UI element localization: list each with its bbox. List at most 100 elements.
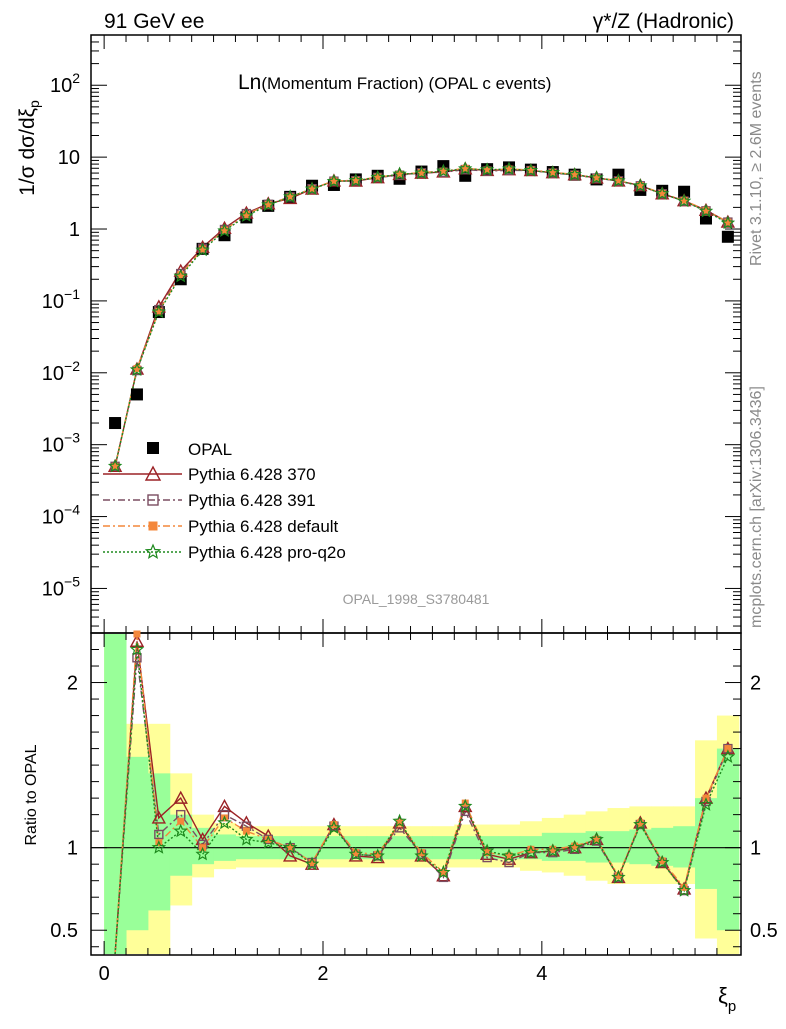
series-point-main [458,161,473,176]
legend-label: Pythia 6.428 370 [188,465,316,484]
series-point-ratio [217,798,232,813]
ratio-band-inner [651,827,674,866]
x-tick-label: 0 [99,963,110,985]
series-point-main [655,186,670,200]
series-point-main [173,268,188,283]
series-point-ratio [567,840,582,854]
y-tick-label: 1 [69,219,80,241]
series-point-ratio [217,815,232,830]
series-point-main [724,218,732,226]
y-axis-title-sub: p [26,100,42,108]
ratio-band-inner [695,798,718,889]
ratio-tick-label-left: 1 [67,838,78,860]
y-tick-label: 102 [50,70,80,97]
y-tick-label: 10−3 [42,430,80,457]
series-point-ratio [501,848,517,863]
series-point-main [611,173,626,187]
series-point-main [151,304,167,319]
plot-title-rest: (Momentum Fraction) (OPAL c events) [261,74,551,93]
series-point-main [501,161,517,176]
series-point-main [589,170,604,184]
legend-marker [144,543,162,559]
ratio-panel-frame [90,632,742,956]
legend-label: Pythia 6.428 391 [188,491,316,510]
series-point-ratio [304,856,320,871]
series-point-ratio [370,848,385,863]
series-point-ratio [523,845,539,859]
series-point-ratio [133,630,141,638]
series-point-main [217,223,232,237]
series-point-main [720,215,736,230]
series-point-ratio [655,854,670,869]
series-point-main [414,165,429,180]
header-right-label: γ*/Z (Hadronic) [593,10,734,33]
series-point-ratio [261,835,276,849]
ratio-tick-label-right: 0.5 [750,920,778,942]
series-point-ratio [173,823,188,838]
ratio-axis-title: Ratio to OPAL [23,744,40,845]
y-tick-label: 10−5 [42,573,80,600]
series-point-ratio [414,848,429,863]
series-point-ratio [720,749,736,764]
plot-title: Ln(Momentum Fraction) (OPAL c events) [238,71,551,94]
series-point-main [436,163,451,178]
x-tick-label: 4 [536,963,547,985]
series-point-main [283,189,298,203]
series-point-ratio [436,864,451,879]
series-point-ratio [282,848,298,862]
y-tick-label: 10−1 [42,286,80,313]
axis-ticks: 0 2 4 102 10 1 10−1 10−2 10−3 10−4 10−5 2 2 1 1 0.5 0.5 [42,34,778,985]
series-point-main [698,203,714,218]
series-point-ratio [545,843,560,858]
series-point-main [567,167,582,181]
data-point [130,388,143,401]
series-point-ratio [633,816,648,831]
plot-title-main: Ln [238,71,261,94]
series-point-main [199,245,207,253]
y-axis-title-main: 1/σ dσ/dξ [16,108,39,196]
ratio-tick-label-left: 2 [67,673,78,695]
series-point-main [676,193,692,208]
series-point-ratio [348,846,363,861]
series-point-main [633,178,648,193]
series-point-ratio [129,641,145,656]
data-point [678,185,691,198]
series-point-main [326,173,342,188]
series-line-ratio [114,649,729,955]
series-point-ratio [723,743,733,754]
data-point [721,230,734,243]
series-point-ratio [177,817,185,825]
series-point-ratio [676,883,692,897]
ratio-band-inner [629,829,652,865]
series-point-ratio [173,790,188,804]
legend-label-data: OPAL [188,440,232,459]
series-point-ratio [132,653,142,663]
x-tick-label: 2 [317,963,328,985]
ratio-band-inner [716,748,740,931]
ratio-series-markers [129,630,736,897]
legend-label: Pythia 6.428 default [188,517,339,536]
series-point-main [261,197,276,212]
analysis-id-label: OPAL_1998_S3780481 [343,591,490,607]
ratio-tick-label-right: 2 [750,673,761,695]
legend-marker [148,521,158,531]
x-axis-title: ξp [718,983,736,1015]
series-point-ratio [239,831,254,846]
legend-label: Pythia 6.428 pro-q2o [188,543,346,562]
series-point-main [392,166,407,181]
ratio-tick-label-left: 0.5 [50,920,78,942]
series-point-ratio [283,840,298,854]
series-point-ratio [698,797,714,811]
x-axis-title-main: ξ [718,983,728,1008]
y-tick-label: 10−2 [42,358,80,385]
series-point-ratio [129,633,145,647]
legend-marker-data [147,442,159,454]
legend-marker [147,494,159,506]
rivet-version-label: Rivet 3.1.10, ≥ 2.6M events [748,71,765,266]
y-tick-label: 10−4 [42,502,80,529]
series-point-main [195,242,210,257]
series-line-main [114,168,729,467]
main-series-markers [107,160,736,473]
series-point-main [129,362,145,376]
